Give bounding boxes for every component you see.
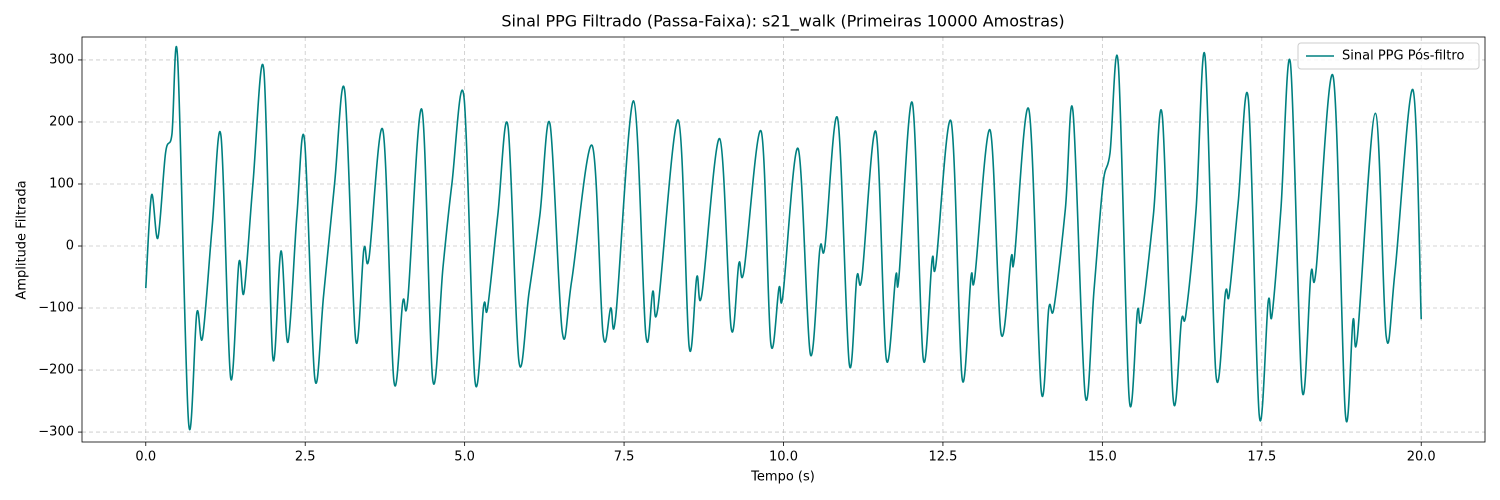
y-tick-label: −300 <box>38 425 74 440</box>
x-tick-label: 20.0 <box>1407 450 1436 465</box>
x-tick-label: 12.5 <box>928 450 957 465</box>
plot-frame <box>81 36 1486 443</box>
y-tick-label: 300 <box>49 52 74 67</box>
legend-box <box>1297 42 1480 70</box>
x-tick-label: 0.0 <box>135 450 156 465</box>
x-tick-label: 17.5 <box>1247 450 1276 465</box>
y-tick-label: 0 <box>66 239 74 254</box>
legend: Sinal PPG Pós-filtro <box>1297 42 1480 70</box>
x-tick-label: 15.0 <box>1088 450 1117 465</box>
y-tick-label: 100 <box>49 176 74 191</box>
y-tick-label: −200 <box>38 363 74 378</box>
x-axis-label: Tempo (s) <box>750 470 815 485</box>
legend-label: Sinal PPG Pós-filtro <box>1342 49 1464 64</box>
chart-title: Sinal PPG Filtrado (Passa-Faixa): s21_wa… <box>501 12 1064 32</box>
y-axis-label: Amplitude Filtrada <box>15 180 30 299</box>
x-tick-label: 7.5 <box>614 450 635 465</box>
y-tick-label: 200 <box>49 114 74 129</box>
y-tick-label: −100 <box>38 301 74 316</box>
x-tick-label: 10.0 <box>769 450 798 465</box>
series-line <box>144 46 1423 431</box>
x-tick-label: 2.5 <box>295 450 316 465</box>
x-tick-label: 5.0 <box>454 450 475 465</box>
